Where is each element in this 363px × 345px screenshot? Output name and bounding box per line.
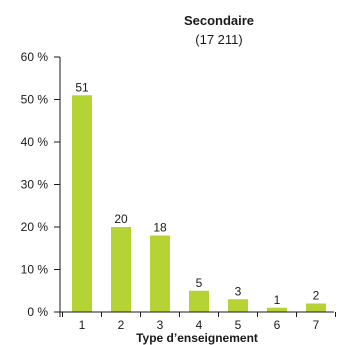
y-tick-label: 60 % [21,50,49,64]
data-label: 20 [114,212,128,226]
x-tick-label: 5 [235,318,242,332]
y-tick-label: 30 % [21,178,49,192]
y-tick-label: 50 % [21,93,49,107]
x-tick-label: 3 [157,318,164,332]
x-tick-label: 7 [313,318,320,332]
data-label: 3 [235,284,242,298]
data-labels-group: 51 20 18 5 3 1 2 [75,80,319,307]
bar [189,290,209,312]
data-label: 18 [153,221,167,235]
bar [306,303,326,312]
bar [111,227,131,312]
x-tick-label: 1 [79,318,86,332]
x-tick-label: 6 [274,318,281,332]
data-label: 5 [196,276,203,290]
bar [267,307,287,312]
y-tick-label: 0 % [27,305,48,319]
bar [72,95,92,312]
y-axis: 0 % 10 % 20 % 30 % 40 % 50 % 60 % [21,50,61,319]
y-tick-label: 40 % [21,135,49,149]
bars-group [72,95,326,312]
y-tick-label: 10 % [21,263,49,277]
bar [228,299,248,312]
x-tick-label: 2 [118,318,125,332]
y-tick-label: 20 % [21,220,49,234]
bar [150,235,170,312]
data-label: 1 [274,293,281,307]
x-axis: 1 2 3 4 5 6 7 [60,311,336,332]
x-axis-title: Type d’enseignement [136,331,258,345]
chart-title: Secondaire [184,13,254,28]
x-tick-label: 4 [196,318,203,332]
data-label: 51 [75,80,89,94]
data-label: 2 [313,289,320,303]
chart-subtitle: (17 211) [195,32,242,47]
